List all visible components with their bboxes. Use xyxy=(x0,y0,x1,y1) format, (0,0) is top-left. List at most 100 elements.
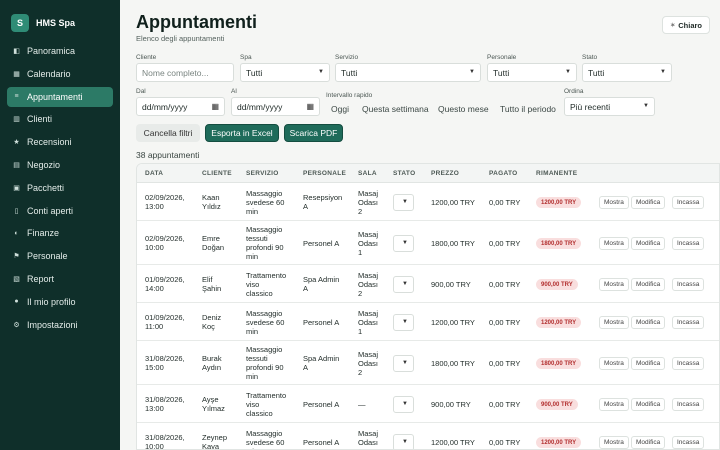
cell-sala-line: Odası xyxy=(358,318,379,327)
show-button[interactable]: Mostra xyxy=(599,237,629,250)
collect-button[interactable]: Incassa xyxy=(672,398,705,411)
status-select[interactable]: ▼ xyxy=(393,235,414,252)
cell-pagato: 0,00 TRY xyxy=(489,438,521,447)
column-header[interactable]: PREZZO xyxy=(431,170,460,177)
sidebar-item-finanze[interactable]: ◐ Finanze xyxy=(7,223,113,243)
column-header[interactable]: PERSONALE xyxy=(303,170,347,177)
sidebar-item-impostazioni[interactable]: ⚙ Impostazioni xyxy=(7,315,113,335)
column-header[interactable]: DATA xyxy=(145,170,164,177)
sidebar-item-label: Il mio profilo xyxy=(27,296,76,307)
sidebar-item-pacchetti[interactable]: ▣ Pacchetti xyxy=(7,178,113,198)
show-button[interactable]: Mostra xyxy=(599,398,629,411)
edit-button[interactable]: Modifica xyxy=(631,436,666,449)
edit-button[interactable]: Modifica xyxy=(631,196,666,209)
column-header[interactable]: SALA xyxy=(358,170,377,177)
collect-button[interactable]: Incassa xyxy=(672,237,705,250)
remaining-badge: 1200,00 TRY xyxy=(536,437,582,448)
show-button[interactable]: Mostra xyxy=(599,278,629,291)
quick-mese-button[interactable]: Questo mese xyxy=(438,104,489,114)
column-header[interactable]: CLIENTE xyxy=(202,170,232,177)
status-select[interactable]: ▼ xyxy=(393,276,414,293)
show-button[interactable]: Mostra xyxy=(599,316,629,329)
cell-servizio-line: min xyxy=(246,252,259,261)
cell-cliente-line: Burak xyxy=(202,354,222,363)
cell-sala-line: 1 xyxy=(358,248,363,257)
table-row: 01/09/2026, 14:00 Elif Şahin Trattamento viso… xyxy=(137,265,719,303)
collect-button[interactable]: Incassa xyxy=(672,196,705,209)
sidebar-item-conti-aperti[interactable]: ▯ Conti aperti xyxy=(7,201,113,221)
table-row: 31/08/2026, 10:00 Zeynep Kaya Massaggio svede… xyxy=(137,423,719,449)
edit-button[interactable]: Modifica xyxy=(631,398,666,411)
star-icon: ★ xyxy=(13,139,20,147)
edit-button[interactable]: Modifica xyxy=(631,357,666,370)
cell-pagato: 0,00 TRY xyxy=(489,400,521,409)
edit-button[interactable]: Modifica xyxy=(631,316,666,329)
theme-toggle-button[interactable]: ✶ Chiaro xyxy=(662,16,710,34)
cell-servizio-line: Massaggio xyxy=(246,189,283,198)
column-header[interactable]: PAGATO xyxy=(489,170,518,177)
quick-oggi-button[interactable]: Oggi xyxy=(331,104,349,114)
download-pdf-button[interactable]: Scarica PDF xyxy=(284,124,343,142)
money-icon: ◐ xyxy=(14,229,19,237)
show-button[interactable]: Mostra xyxy=(599,196,629,209)
collect-button[interactable]: Incassa xyxy=(672,316,705,329)
cell-data-line: 31/08/2026, xyxy=(145,354,185,363)
spa-select[interactable]: Tutti ▼ xyxy=(240,63,330,82)
sidebar-item-report[interactable]: ▧ Report xyxy=(7,269,113,289)
remaining-badge: 1800,00 TRY xyxy=(536,358,582,369)
show-button[interactable]: Mostra xyxy=(599,436,629,449)
collect-button[interactable]: Incassa xyxy=(672,278,705,291)
show-button[interactable]: Mostra xyxy=(599,357,629,370)
cell-data-line: 01/09/2026, xyxy=(145,313,185,322)
export-excel-button[interactable]: Esporta in Excel xyxy=(205,124,279,142)
sidebar-item-recensioni[interactable]: ★ Recensioni xyxy=(7,132,113,152)
cell-servizio-line: svedese 60 xyxy=(246,318,285,327)
cliente-input[interactable]: Nome completo... xyxy=(136,63,234,82)
brand-logo: S xyxy=(11,14,29,32)
sidebar-item-clienti[interactable]: ▥ Clienti xyxy=(7,109,113,129)
cell-personale-line: A xyxy=(303,363,309,372)
al-date-input[interactable]: dd/mm/yyyy ▦ xyxy=(231,97,320,116)
quick-periodo-button[interactable]: Tutto il periodo xyxy=(500,104,556,114)
cell-pagato: 0,00 TRY xyxy=(489,239,521,248)
sidebar-item-il-mio-profilo[interactable]: ● Il mio profilo xyxy=(7,292,113,312)
edit-button[interactable]: Modifica xyxy=(631,237,666,250)
clear-filters-button[interactable]: Cancella filtri xyxy=(136,124,200,142)
sidebar-item-panoramica[interactable]: ◧ Panoramica xyxy=(7,41,113,61)
cell-sala: — xyxy=(358,400,366,409)
cell-servizio-line: min xyxy=(246,207,259,216)
table-row: 02/09/2026, 13:00 Kaan Yıldız Massaggio svede… xyxy=(137,183,719,221)
sidebar-item-personale[interactable]: ⚑ Personale xyxy=(7,246,113,266)
stato-select[interactable]: Tutti ▼ xyxy=(582,63,672,82)
cell-cliente: Ayşe Yılmaz xyxy=(202,395,225,413)
status-select[interactable]: ▼ xyxy=(393,355,414,372)
cell-cliente-line: Deniz xyxy=(202,313,222,322)
status-select[interactable]: ▼ xyxy=(393,194,414,211)
cell-servizio-line: profondi 90 xyxy=(246,243,284,252)
chevron-down-icon: ▼ xyxy=(402,281,408,287)
status-select[interactable]: ▼ xyxy=(393,434,414,449)
column-header[interactable]: STATO xyxy=(393,170,416,177)
cell-cliente: Kaan Yıldız xyxy=(202,193,221,211)
status-select[interactable]: ▼ xyxy=(393,396,414,413)
edit-button[interactable]: Modifica xyxy=(631,278,666,291)
collect-button[interactable]: Incassa xyxy=(672,357,705,370)
al-value: dd/mm/yyyy xyxy=(237,101,283,112)
dal-date-input[interactable]: dd/mm/yyyy ▦ xyxy=(136,97,225,116)
status-select[interactable]: ▼ xyxy=(393,314,414,331)
cell-prezzo: 900,00 TRY xyxy=(431,280,471,289)
sidebar-item-label: Recensioni xyxy=(27,137,72,148)
column-header[interactable]: SERVIZIO xyxy=(246,170,279,177)
quick-settimana-button[interactable]: Questa settimana xyxy=(362,104,429,114)
column-header[interactable]: RIMANENTE xyxy=(536,170,578,177)
collect-button[interactable]: Incassa xyxy=(672,436,705,449)
sidebar-item-calendario[interactable]: ▦ Calendario xyxy=(7,64,113,84)
cell-servizio-line: viso xyxy=(246,280,260,289)
personale-select[interactable]: Tutti ▼ xyxy=(487,63,577,82)
sidebar-item-negozio[interactable]: ▤ Negozio xyxy=(7,155,113,175)
servizio-select[interactable]: Tutti ▼ xyxy=(335,63,481,82)
sidebar-item-label: Panoramica xyxy=(27,46,76,56)
ordina-select[interactable]: Più recenti ▼ xyxy=(564,97,655,116)
sidebar-item-appuntamenti[interactable]: ≡ Appuntamenti xyxy=(7,86,113,107)
